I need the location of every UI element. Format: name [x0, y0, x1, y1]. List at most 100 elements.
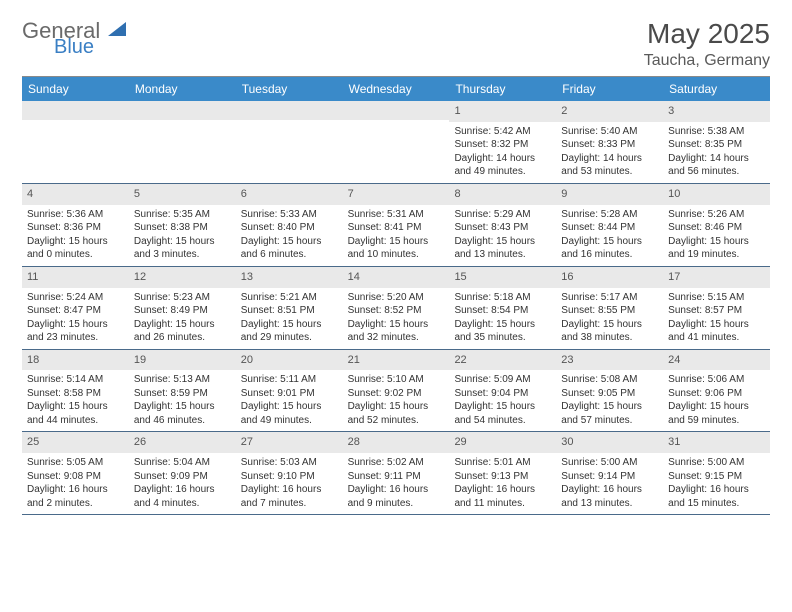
- day-cell: 13Sunrise: 5:21 AMSunset: 8:51 PMDayligh…: [236, 267, 343, 349]
- day-cell: [236, 101, 343, 183]
- daylight-line: Daylight: 15 hours and 57 minutes.: [561, 400, 658, 427]
- day-cell: 7 Sunrise: 5:31 AMSunset: 8:41 PMDaylight…: [343, 184, 450, 266]
- day-number: [129, 101, 236, 120]
- month-title: May 2025: [644, 18, 770, 50]
- day-content: Sunrise: 5:29 AMSunset: 8:43 PMDaylight:…: [449, 208, 556, 262]
- daylight-line: Daylight: 15 hours and 49 minutes.: [241, 400, 338, 427]
- daylight-line: Daylight: 16 hours and 13 minutes.: [561, 483, 658, 510]
- week-row: 25 Sunrise: 5:05 AMSunset: 9:08 PMDayligh…: [22, 432, 770, 515]
- day-cell: 20Sunrise: 5:11 AMSunset: 9:01 PMDayligh…: [236, 350, 343, 432]
- day-number: 4: [22, 184, 129, 205]
- day-content: Sunrise: 5:06 AMSunset: 9:06 PMDaylight:…: [663, 373, 770, 427]
- week-row: 11Sunrise: 5:24 AMSunset: 8:47 PMDayligh…: [22, 267, 770, 350]
- daylight-line: Daylight: 15 hours and 6 minutes.: [241, 235, 338, 262]
- calendar-page: General Blue May 2025 Taucha, Germany Su…: [0, 0, 792, 515]
- sunset-line: Sunset: 8:32 PM: [454, 138, 551, 152]
- day-content: Sunrise: 5:09 AMSunset: 9:04 PMDaylight:…: [449, 373, 556, 427]
- day-cell: 27Sunrise: 5:03 AMSunset: 9:10 PMDayligh…: [236, 432, 343, 514]
- sunset-line: Sunset: 8:52 PM: [348, 304, 445, 318]
- day-cell: 25 Sunrise: 5:05 AMSunset: 9:08 PMDayligh…: [22, 432, 129, 514]
- sunset-line: Sunset: 8:59 PM: [134, 387, 231, 401]
- day-cell: [343, 101, 450, 183]
- day-cell: 24Sunrise: 5:06 AMSunset: 9:06 PMDayligh…: [663, 350, 770, 432]
- sunset-line: Sunset: 8:47 PM: [27, 304, 124, 318]
- daylight-line: Daylight: 15 hours and 35 minutes.: [454, 318, 551, 345]
- sunset-line: Sunset: 8:36 PM: [27, 221, 124, 235]
- sunset-line: Sunset: 8:44 PM: [561, 221, 658, 235]
- day-cell: 31Sunrise: 5:00 AMSunset: 9:15 PMDayligh…: [663, 432, 770, 514]
- sunset-line: Sunset: 8:43 PM: [454, 221, 551, 235]
- daylight-line: Daylight: 15 hours and 23 minutes.: [27, 318, 124, 345]
- sunset-line: Sunset: 8:49 PM: [134, 304, 231, 318]
- day-cell: 10Sunrise: 5:26 AMSunset: 8:46 PMDayligh…: [663, 184, 770, 266]
- sunrise-line: Sunrise: 5:13 AM: [134, 373, 231, 387]
- day-content: Sunrise: 5:13 AMSunset: 8:59 PMDaylight:…: [129, 373, 236, 427]
- sunset-line: Sunset: 8:35 PM: [668, 138, 765, 152]
- sunset-line: Sunset: 9:08 PM: [27, 470, 124, 484]
- day-content: Sunrise: 5:02 AMSunset: 9:11 PMDaylight:…: [343, 456, 450, 510]
- day-content: Sunrise: 5:05 AMSunset: 9:08 PMDaylight:…: [22, 456, 129, 510]
- logo: General Blue: [22, 18, 142, 58]
- weekday-header: Monday: [129, 77, 236, 101]
- day-content: Sunrise: 5:31 AMSunset: 8:41 PMDaylight:…: [343, 208, 450, 262]
- day-cell: 22Sunrise: 5:09 AMSunset: 9:04 PMDayligh…: [449, 350, 556, 432]
- day-content: Sunrise: 5:36 AMSunset: 8:36 PMDaylight:…: [22, 208, 129, 262]
- sunrise-line: Sunrise: 5:00 AM: [668, 456, 765, 470]
- day-number: 15: [449, 267, 556, 288]
- daylight-line: Daylight: 15 hours and 13 minutes.: [454, 235, 551, 262]
- sunset-line: Sunset: 8:57 PM: [668, 304, 765, 318]
- day-cell: 2Sunrise: 5:40 AMSunset: 8:33 PMDaylight…: [556, 101, 663, 183]
- sunrise-line: Sunrise: 5:20 AM: [348, 291, 445, 305]
- day-cell: 4 Sunrise: 5:36 AMSunset: 8:36 PMDaylight…: [22, 184, 129, 266]
- day-number: 31: [663, 432, 770, 453]
- sunrise-line: Sunrise: 5:36 AM: [27, 208, 124, 222]
- day-number: 13: [236, 267, 343, 288]
- daylight-line: Daylight: 16 hours and 9 minutes.: [348, 483, 445, 510]
- sunset-line: Sunset: 8:55 PM: [561, 304, 658, 318]
- day-content: Sunrise: 5:03 AMSunset: 9:10 PMDaylight:…: [236, 456, 343, 510]
- daylight-line: Daylight: 16 hours and 2 minutes.: [27, 483, 124, 510]
- day-content: Sunrise: 5:00 AMSunset: 9:14 PMDaylight:…: [556, 456, 663, 510]
- sunrise-line: Sunrise: 5:09 AM: [454, 373, 551, 387]
- day-number: 17: [663, 267, 770, 288]
- day-content: Sunrise: 5:18 AMSunset: 8:54 PMDaylight:…: [449, 291, 556, 345]
- sunset-line: Sunset: 8:38 PM: [134, 221, 231, 235]
- daylight-line: Daylight: 15 hours and 3 minutes.: [134, 235, 231, 262]
- day-number: 8: [449, 184, 556, 205]
- day-number: 9: [556, 184, 663, 205]
- week-row: 18Sunrise: 5:14 AMSunset: 8:58 PMDayligh…: [22, 350, 770, 433]
- day-number: 18: [22, 350, 129, 371]
- day-cell: 6Sunrise: 5:33 AMSunset: 8:40 PMDaylight…: [236, 184, 343, 266]
- sunrise-line: Sunrise: 5:00 AM: [561, 456, 658, 470]
- sunrise-line: Sunrise: 5:01 AM: [454, 456, 551, 470]
- calendar-grid: SundayMondayTuesdayWednesdayThursdayFrid…: [22, 76, 770, 515]
- day-cell: 17Sunrise: 5:15 AMSunset: 8:57 PMDayligh…: [663, 267, 770, 349]
- day-number: 7: [343, 184, 450, 205]
- day-number: 19: [129, 350, 236, 371]
- day-number: 6: [236, 184, 343, 205]
- day-cell: 30 Sunrise: 5:00 AMSunset: 9:14 PMDayligh…: [556, 432, 663, 514]
- daylight-line: Daylight: 15 hours and 0 minutes.: [27, 235, 124, 262]
- day-content: Sunrise: 5:08 AMSunset: 9:05 PMDaylight:…: [556, 373, 663, 427]
- day-content: Sunrise: 5:20 AMSunset: 8:52 PMDaylight:…: [343, 291, 450, 345]
- day-content: Sunrise: 5:40 AMSunset: 8:33 PMDaylight:…: [556, 125, 663, 179]
- day-number: 3: [663, 101, 770, 122]
- day-number: 30: [556, 432, 663, 453]
- sunrise-line: Sunrise: 5:29 AM: [454, 208, 551, 222]
- day-number: 22: [449, 350, 556, 371]
- day-number: [343, 101, 450, 120]
- daylight-line: Daylight: 14 hours and 49 minutes.: [454, 152, 551, 179]
- daylight-line: Daylight: 16 hours and 15 minutes.: [668, 483, 765, 510]
- daylight-line: Daylight: 15 hours and 32 minutes.: [348, 318, 445, 345]
- day-content: Sunrise: 5:11 AMSunset: 9:01 PMDaylight:…: [236, 373, 343, 427]
- day-content: Sunrise: 5:42 AMSunset: 8:32 PMDaylight:…: [449, 125, 556, 179]
- sunset-line: Sunset: 8:33 PM: [561, 138, 658, 152]
- day-cell: 9Sunrise: 5:28 AMSunset: 8:44 PMDaylight…: [556, 184, 663, 266]
- day-number: 25: [22, 432, 129, 453]
- daylight-line: Daylight: 15 hours and 44 minutes.: [27, 400, 124, 427]
- day-cell: 8 Sunrise: 5:29 AMSunset: 8:43 PMDaylight…: [449, 184, 556, 266]
- day-cell: 26Sunrise: 5:04 AMSunset: 9:09 PMDayligh…: [129, 432, 236, 514]
- daylight-line: Daylight: 16 hours and 11 minutes.: [454, 483, 551, 510]
- day-cell: [22, 101, 129, 183]
- day-cell: 11Sunrise: 5:24 AMSunset: 8:47 PMDayligh…: [22, 267, 129, 349]
